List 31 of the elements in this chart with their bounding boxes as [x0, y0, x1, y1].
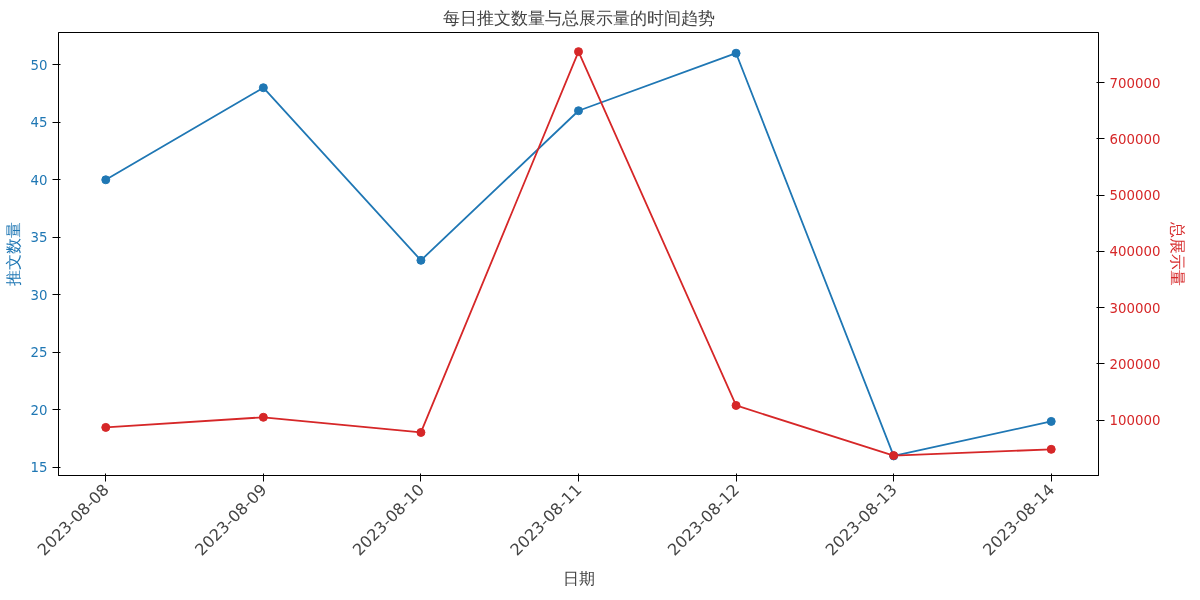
point	[416, 427, 426, 437]
point	[101, 175, 111, 185]
point	[416, 255, 426, 265]
y2-tick-label: 100000	[1109, 413, 1161, 429]
point	[574, 106, 583, 116]
point	[258, 412, 268, 422]
y-tick-label: 30	[30, 287, 48, 303]
y-tick-label: 50	[30, 57, 48, 73]
y-tick-label: 40	[30, 172, 48, 188]
x-axis-title: 日期	[562, 568, 595, 588]
y-tick-label: 35	[30, 230, 48, 246]
y-tick-label: 45	[30, 115, 48, 131]
y-tick-label: 20	[30, 402, 48, 418]
y2-tick-label: 600000	[1109, 131, 1161, 147]
y2-axis-title: 总展示量	[1168, 221, 1188, 286]
chart-title: 每日推文数量与总展示量的时间趋势	[442, 7, 715, 28]
point	[101, 422, 111, 432]
y2-tick-label: 700000	[1109, 75, 1161, 91]
point	[574, 47, 583, 57]
y-tick-label: 15	[30, 460, 48, 476]
y-tick-label: 25	[30, 345, 48, 361]
y2-tick-label: 500000	[1109, 188, 1161, 204]
y2-tick-label: 400000	[1109, 244, 1161, 260]
point	[258, 83, 268, 93]
y2-tick-label: 300000	[1109, 300, 1161, 316]
y2-tick-label: 200000	[1109, 356, 1161, 372]
point	[731, 400, 741, 410]
y-axis-title: 推文数量	[3, 222, 23, 286]
point	[1046, 444, 1056, 454]
point	[1046, 416, 1056, 426]
point	[731, 48, 741, 58]
